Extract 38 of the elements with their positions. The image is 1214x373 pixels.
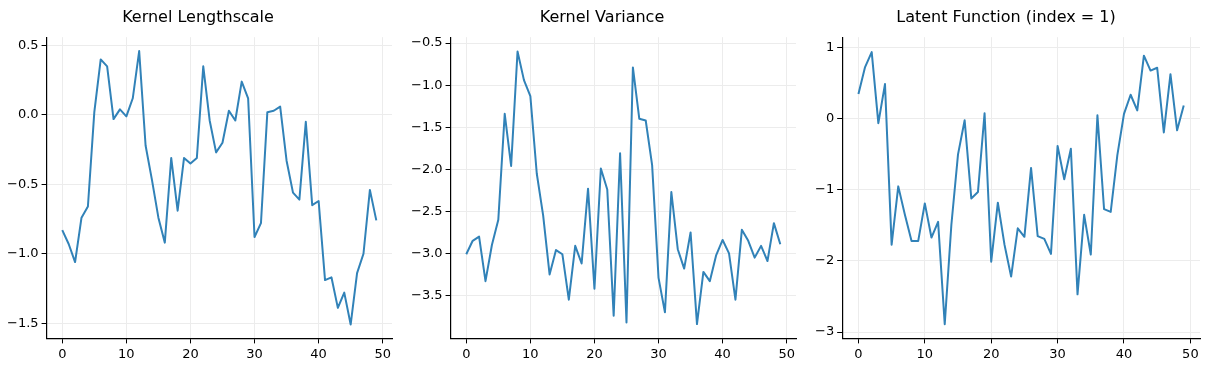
chart-title: Latent Function (index = 1) xyxy=(896,6,1116,26)
y-tick-label: −3 xyxy=(814,323,835,339)
x-tick-label: 20 xyxy=(982,345,1000,361)
x-tick-label: 30 xyxy=(246,345,263,361)
y-tick-label: 0.5 xyxy=(17,36,39,52)
x-tick-label: 0 xyxy=(58,345,67,361)
y-tick-label: −1.0 xyxy=(6,245,39,261)
y-tick-label: −2 xyxy=(814,252,835,268)
x-tick-label: 50 xyxy=(1182,345,1199,361)
x-tick-label: 10 xyxy=(118,345,135,361)
x-tick-label: 40 xyxy=(1115,345,1133,361)
y-tick-label: 0 xyxy=(825,110,835,126)
x-tick-label: 10 xyxy=(916,345,934,361)
x-tick-label: 50 xyxy=(778,345,795,361)
y-tick-label: −0.5 xyxy=(6,175,39,191)
x-tick-label: 40 xyxy=(714,345,731,361)
x-tick-label: 50 xyxy=(374,345,391,361)
x-tick-label: 10 xyxy=(522,345,539,361)
x-tick-label: 20 xyxy=(586,345,603,361)
y-tick-label: −1 xyxy=(814,181,835,197)
chart-title: Kernel Lengthscale xyxy=(122,6,274,26)
x-tick-label: 0 xyxy=(462,345,471,361)
y-tick-label: 0.0 xyxy=(17,106,39,122)
x-tick-label: 20 xyxy=(182,345,199,361)
y-tick-label: −1.5 xyxy=(410,118,443,134)
y-tick-label: −1.0 xyxy=(410,76,443,92)
chart-title: Kernel Variance xyxy=(539,6,665,26)
x-tick-label: 40 xyxy=(310,345,327,361)
y-tick-label: −2.5 xyxy=(410,202,443,218)
y-tick-label: −3.5 xyxy=(410,286,443,302)
x-tick-label: 0 xyxy=(854,345,863,361)
y-tick-label: −0.5 xyxy=(410,34,443,50)
y-tick-label: −3.0 xyxy=(410,244,443,260)
y-tick-label: 1 xyxy=(825,39,835,55)
y-tick-label: −1.5 xyxy=(6,314,39,330)
x-tick-label: 30 xyxy=(1049,345,1066,361)
y-tick-label: −2.0 xyxy=(410,160,443,176)
x-tick-label: 30 xyxy=(650,345,667,361)
